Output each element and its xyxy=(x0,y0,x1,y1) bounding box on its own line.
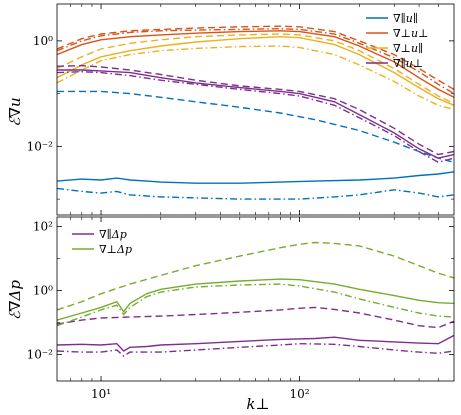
top-series-line-2 xyxy=(57,187,454,200)
top-series-line-8 xyxy=(57,45,454,111)
bottom-series-line-3 xyxy=(57,278,454,321)
top-series-lines xyxy=(57,25,454,200)
top-legend-label: ∇∥u⊥ xyxy=(393,57,423,70)
top-panel: 10⁻² 10⁰ ∇∥u∥ ∇⊥u⊥ ∇⊥u∥ ∇∥u⊥ xyxy=(27,3,455,216)
bottom-plot-area xyxy=(57,217,454,381)
top-series-line-3 xyxy=(57,30,454,98)
top-legend-label: ∇⊥u∥ xyxy=(393,42,423,55)
top-y-axis-label: ℰ∇u xyxy=(6,97,24,126)
top-legend-label: ∇⊥u⊥ xyxy=(393,27,428,40)
bottom-series-lines xyxy=(57,241,454,357)
bottom-series-line-2 xyxy=(57,342,454,357)
top-legend: ∇∥u∥ ∇⊥u⊥ ∇⊥u∥ ∇∥u⊥ xyxy=(366,12,428,70)
bottom-legend-label: ∇⊥Δp xyxy=(99,243,132,256)
top-series-line-6 xyxy=(57,35,454,106)
bottom-series-line-5 xyxy=(57,283,454,327)
top-series-line-11 xyxy=(57,70,454,164)
x-axis-label: k⊥ xyxy=(246,395,269,413)
bottom-y-axis-label: ℰ∇Δp xyxy=(6,280,24,320)
bottom-series-line-1 xyxy=(57,306,454,329)
top-axes-frame xyxy=(56,3,455,216)
top-series-line-4 xyxy=(57,25,454,91)
top-ticks: 10⁻² 10⁰ xyxy=(27,4,454,215)
top-y-tick-label: 10⁻² xyxy=(27,139,54,153)
bottom-series-line-0 xyxy=(57,334,454,352)
top-y-tick-label: 10⁰ xyxy=(33,34,53,48)
bottom-legend-label: ∇∥Δp xyxy=(99,228,127,241)
top-series-line-10 xyxy=(57,64,454,156)
top-legend-label: ∇∥u∥ xyxy=(393,12,418,25)
top-series-line-9 xyxy=(57,69,454,159)
bottom-x-tick-label: 10² xyxy=(289,387,309,401)
bottom-x-tick-label: 10¹ xyxy=(91,387,111,401)
bottom-axes-frame xyxy=(56,216,455,382)
top-series-line-1 xyxy=(57,90,454,163)
bottom-panel: 10¹ 10² 10⁻² 10⁰ 10² ∇∥Δp ∇⊥Δp xyxy=(27,216,455,401)
bottom-y-tick-label: 10² xyxy=(33,220,53,234)
top-series-line-0 xyxy=(57,171,454,184)
top-series-line-7 xyxy=(57,33,454,105)
bottom-y-tick-label: 10⁰ xyxy=(33,284,53,298)
bottom-y-tick-label: 10⁻² xyxy=(27,348,54,362)
top-series-line-5 xyxy=(57,27,454,95)
bottom-legend: ∇∥Δp ∇⊥Δp xyxy=(72,228,132,256)
bottom-ticks: 10¹ 10² 10⁻² 10⁰ 10² xyxy=(27,217,454,401)
